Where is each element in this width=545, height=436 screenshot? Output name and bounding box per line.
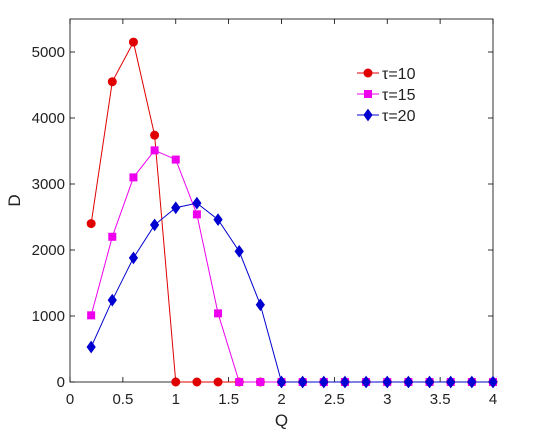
data-point — [171, 201, 181, 215]
y-tick-label: 2000 — [32, 242, 65, 259]
y-axis: 0 1000 2000 3000 4000 5000 — [32, 44, 493, 391]
legend-item: τ=10 — [357, 66, 416, 83]
x-tick-label: 3 — [383, 391, 391, 408]
x-tick-label: 2.5 — [324, 391, 345, 408]
data-point — [276, 375, 287, 389]
data-point — [361, 375, 371, 389]
data-point — [319, 375, 329, 389]
data-point — [108, 232, 117, 241]
data-point — [171, 377, 181, 387]
data-point — [424, 375, 435, 389]
data-point — [129, 173, 138, 182]
data-point — [403, 375, 414, 389]
x-axis: 0 0.5 1 1.5 2 2.5 3 3.5 4 — [66, 19, 497, 408]
data-point — [235, 378, 244, 386]
x-tick-label: 1.5 — [218, 391, 239, 408]
x-tick-label: 4 — [489, 391, 497, 408]
data-point — [171, 155, 180, 164]
legend: τ=10 τ=15 τ=20 — [357, 66, 416, 125]
series-3 — [86, 196, 498, 389]
legend-marker — [363, 108, 373, 122]
legend-marker — [364, 90, 372, 98]
data-point — [213, 377, 223, 387]
data-point — [192, 210, 201, 219]
x-tick-label: 0.5 — [112, 391, 133, 408]
data-point — [107, 77, 117, 87]
data-point — [446, 375, 456, 389]
data-point — [86, 340, 96, 354]
y-tick-label: 5000 — [32, 44, 65, 61]
data-point — [467, 375, 477, 389]
data-point — [234, 244, 244, 258]
y-tick-label: 1000 — [32, 308, 65, 325]
legend-item: τ=20 — [357, 108, 416, 125]
legend-marker — [363, 68, 373, 78]
y-tick-label: 0 — [57, 374, 65, 391]
x-tick-label: 0 — [66, 391, 74, 408]
y-tick-label: 3000 — [32, 176, 65, 193]
y-tick-label: 4000 — [32, 110, 65, 127]
x-tick-label: 2 — [277, 391, 285, 408]
data-point — [86, 219, 96, 229]
data-point — [213, 213, 223, 226]
y-axis-label: D — [5, 194, 24, 206]
data-point — [149, 218, 160, 232]
data-point — [87, 311, 96, 320]
legend-label: τ=10 — [382, 66, 416, 83]
data-point — [340, 375, 350, 389]
data-point — [192, 196, 202, 210]
series-layer — [86, 37, 498, 389]
data-point — [150, 130, 160, 140]
x-axis-label: Q — [275, 411, 288, 430]
data-point — [150, 146, 159, 155]
data-point — [214, 309, 223, 318]
data-point — [128, 37, 138, 47]
legend-item: τ=15 — [357, 87, 416, 104]
x-tick-label: 1 — [172, 391, 180, 408]
data-point — [107, 293, 117, 307]
data-point — [488, 375, 498, 389]
legend-label: τ=20 — [382, 108, 416, 125]
data-point — [298, 375, 308, 389]
plot-area — [69, 18, 494, 383]
data-point — [128, 251, 139, 265]
legend-label: τ=15 — [382, 87, 416, 104]
data-point — [192, 377, 202, 387]
x-tick-label: 3.5 — [430, 391, 451, 408]
data-point — [256, 378, 265, 386]
data-point — [382, 375, 392, 389]
data-point — [255, 298, 265, 312]
